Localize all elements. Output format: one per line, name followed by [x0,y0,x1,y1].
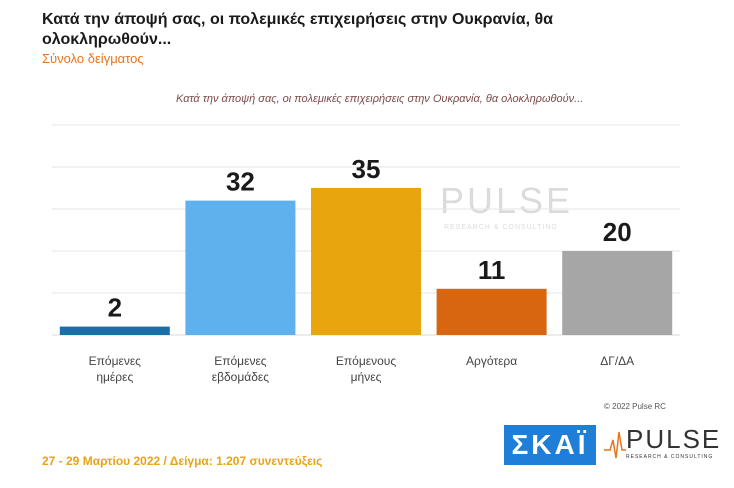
watermark-sub: RESEARCH & CONSULTING [444,224,558,231]
chart-subtitle: Σύνολο δείγματος [42,51,144,66]
category-label: Αργότερα [466,354,517,368]
bar [436,288,547,335]
bar [562,251,673,335]
pulse-logo-name: PULSE [626,424,722,454]
category-label: Επόμενους [336,354,396,368]
category-label: Επόμενες [89,354,142,368]
pulse-logo-sub: RESEARCH & CONSULTING [626,454,714,460]
category-label: ΔΓ/ΔΑ [600,354,634,368]
bar [311,188,421,335]
inner-chart-title: Κατά την άποψή σας, οι πολεμικές επιχειρ… [176,93,584,105]
chart-title: Κατά την άποψή σας, οι πολεμικές επιχειρ… [42,11,553,48]
bar [59,326,170,335]
category-label: εβδομάδες [212,370,269,384]
bar [185,200,296,335]
footer-sample-info: 27 - 29 Μαρτίου 2022 / Δείγμα: 1.207 συν… [42,454,323,468]
watermark-name: PULSE [440,180,574,221]
data-label: 11 [478,255,506,285]
category-label: μήνες [351,370,382,384]
data-label: 35 [352,154,381,184]
copyright: © 2022 Pulse RC [604,402,666,411]
skai-logo: ΣΚΑΪ [504,425,596,465]
pulse-logo: PULSE RESEARCH & CONSULTING [604,424,719,466]
pulse-watermark: PULSE RESEARCH & CONSULTING [440,180,590,240]
data-label: 2 [108,293,122,323]
data-label: 32 [226,167,255,197]
pulse-wave-icon [604,431,626,459]
category-label: Επόμενες [214,354,267,368]
data-label: 20 [603,217,632,247]
category-label: ημέρες [96,370,133,384]
